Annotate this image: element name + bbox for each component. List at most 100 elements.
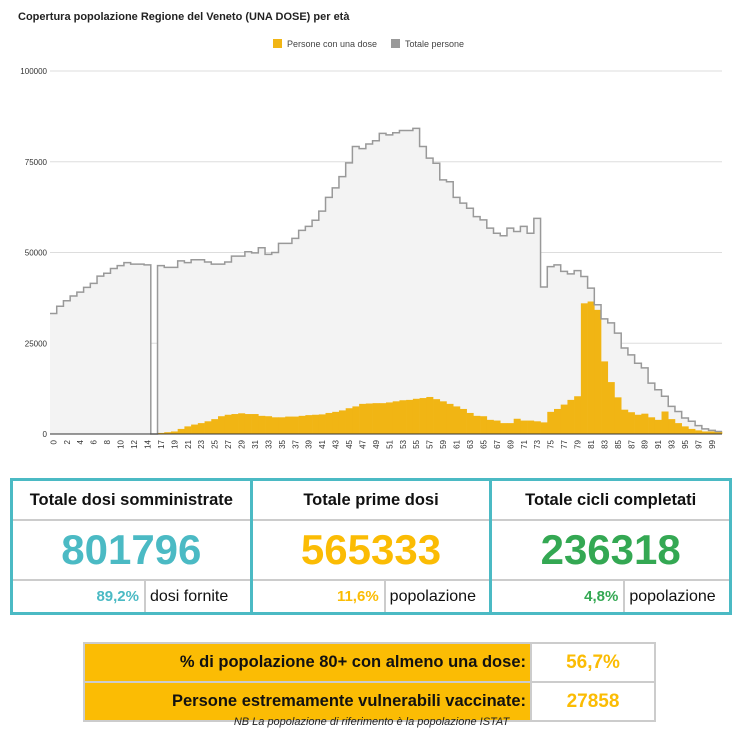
summary-row: Persone estremamente vulnerabili vaccina… — [83, 681, 656, 722]
dose-step — [473, 415, 481, 434]
x-tick-label: 65 — [479, 439, 488, 448]
dose-step — [601, 361, 609, 434]
dose-step — [500, 423, 508, 434]
dose-step — [574, 396, 582, 434]
x-tick-label: 63 — [466, 439, 475, 448]
stat-pct: 11,6% — [253, 581, 386, 612]
x-tick-label: 14 — [143, 439, 152, 448]
x-tick-label: 37 — [291, 439, 300, 448]
dose-step — [480, 416, 488, 434]
x-tick-label: 83 — [600, 439, 609, 448]
x-tick-label: 57 — [426, 439, 435, 448]
summary-table: % di popolazione 80+ con almeno una dose… — [83, 642, 656, 722]
chart-title: Copertura popolazione Regione del Veneto… — [18, 11, 350, 23]
legend-label-dose: Persone con una dose — [287, 39, 377, 49]
dose-step — [695, 430, 703, 434]
dose-step — [406, 399, 414, 434]
total-area — [50, 128, 722, 434]
dose-step — [486, 419, 494, 434]
x-tick-label: 10 — [117, 439, 126, 448]
dose-step — [466, 412, 474, 434]
dose-step — [701, 431, 709, 434]
stats-panel: Totale dosi somministrate 801796 89,2% do… — [10, 478, 732, 615]
dose-step — [688, 428, 696, 434]
dose-step — [453, 406, 461, 434]
footnote: NB La popolazione di riferimento è la po… — [233, 716, 510, 728]
legend-swatch-dose — [273, 39, 282, 48]
dose-step — [312, 414, 320, 434]
stat-pct: 4,8% — [492, 581, 626, 612]
summary-value: 27858 — [530, 681, 656, 722]
total-line — [50, 127, 722, 435]
dose-step — [715, 431, 723, 434]
dose-step — [359, 403, 367, 434]
legend-label-total: Totale persone — [405, 39, 464, 49]
y-tick-label: 75000 — [25, 158, 48, 167]
dose-step — [426, 396, 434, 434]
dose-step — [648, 417, 656, 434]
dose-step — [164, 432, 172, 434]
dose-step — [412, 398, 420, 434]
x-tick-label: 55 — [412, 439, 421, 448]
dose-step — [211, 419, 219, 434]
dose-step — [298, 415, 306, 434]
dose-step — [345, 408, 353, 434]
legend-swatch-total — [391, 39, 400, 48]
dose-step — [668, 419, 676, 434]
x-tick-label: 95 — [681, 439, 690, 448]
x-tick-label: 35 — [278, 439, 287, 448]
dose-step — [547, 411, 555, 434]
dose-step — [365, 403, 373, 434]
dose-step — [285, 416, 293, 434]
x-tick-label: 31 — [251, 439, 260, 448]
dose-step — [305, 415, 313, 434]
dose-step — [641, 413, 649, 434]
dose-step — [520, 420, 528, 434]
x-tick-label: 69 — [506, 439, 515, 448]
x-tick-label: 53 — [399, 439, 408, 448]
x-tick-label: 12 — [130, 439, 139, 448]
dose-step — [527, 420, 535, 434]
age-coverage-chart: Copertura popolazione Regione del Veneto… — [18, 11, 723, 449]
dose-step — [291, 416, 299, 434]
dose-step — [661, 411, 669, 434]
x-tick-label: 29 — [238, 439, 247, 448]
x-tick-label: 19 — [170, 439, 179, 448]
x-tick-label: 97 — [694, 439, 703, 448]
stat-title: Totale cicli completati — [492, 481, 730, 521]
stat-pct-label: popolazione — [629, 587, 716, 605]
x-tick-label: 91 — [654, 439, 663, 448]
dose-step — [634, 414, 642, 434]
dose-step — [627, 412, 635, 434]
y-tick-label: 100000 — [20, 67, 47, 76]
dose-step — [493, 420, 501, 434]
dose-step — [681, 426, 689, 434]
x-tick-label: 4 — [76, 439, 85, 444]
dose-step — [607, 382, 615, 434]
x-tick-label: 93 — [668, 439, 677, 448]
x-tick-label: 21 — [184, 439, 193, 448]
dose-step — [386, 402, 394, 434]
dose-step — [567, 399, 575, 434]
stat-title: Totale dosi somministrate — [13, 481, 250, 521]
dose-step — [580, 303, 588, 434]
dose-step — [506, 423, 514, 434]
dose-step — [338, 410, 346, 434]
x-tick-label: 45 — [345, 439, 354, 448]
dose-step — [157, 432, 165, 434]
stat-total-doses: Totale dosi somministrate 801796 89,2% do… — [13, 481, 253, 612]
dose-step — [332, 411, 340, 434]
dose-step — [533, 421, 541, 434]
dose-step — [674, 423, 682, 434]
dose-step — [587, 301, 595, 434]
dose-step — [197, 423, 205, 434]
dose-step — [433, 399, 441, 434]
stat-first-doses: Totale prime dosi 565333 11,6% popolazion… — [252, 481, 493, 612]
x-tick-label: 39 — [305, 439, 314, 448]
x-tick-label: 0 — [49, 439, 58, 444]
dose-step — [372, 403, 380, 434]
summary-row: % di popolazione 80+ con almeno una dose… — [83, 642, 656, 683]
x-tick-label: 67 — [493, 439, 502, 448]
stat-pct-label: dosi fornite — [150, 587, 229, 605]
dose-step — [325, 412, 333, 434]
